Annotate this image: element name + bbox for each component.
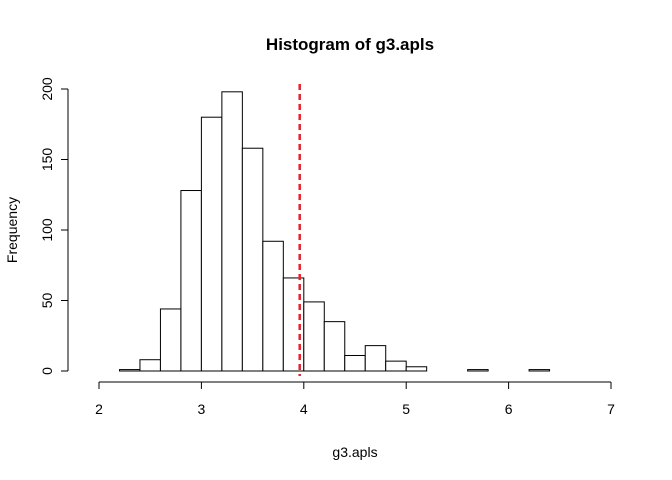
y-tick-label: 100 <box>39 218 55 242</box>
chart-title: Histogram of g3.apls <box>266 35 434 54</box>
histogram-bar <box>159 308 182 372</box>
histogram-bar <box>262 240 284 372</box>
histogram-bar <box>118 369 141 372</box>
histogram-bar <box>303 301 325 372</box>
x-tick-label: 5 <box>402 401 410 417</box>
histogram-bar <box>241 147 264 372</box>
histogram-bar <box>180 190 202 372</box>
y-axis: 0 50 100 150 200 <box>39 77 69 375</box>
y-tick-label: 200 <box>39 77 55 101</box>
x-tick-label: 7 <box>607 401 615 417</box>
y-tick-label: 50 <box>39 293 55 309</box>
histogram-bar <box>200 116 223 372</box>
histogram-bar <box>385 360 407 372</box>
x-axis: 2 3 4 5 6 7 <box>95 381 615 417</box>
histogram-bar <box>139 359 161 372</box>
y-tick-label: 0 <box>39 367 55 375</box>
x-tick-label: 3 <box>198 401 206 417</box>
y-tick-label: 150 <box>39 148 55 172</box>
histogram-bar <box>467 369 489 372</box>
x-axis-label: g3.apls <box>332 444 377 460</box>
histogram-bar <box>221 91 243 372</box>
histogram-bar <box>323 321 346 372</box>
histogram-bar <box>364 345 387 372</box>
bars-group <box>118 91 551 372</box>
histogram-bar <box>528 369 551 372</box>
y-axis-label: Frequency <box>4 197 20 263</box>
x-tick-label: 2 <box>95 401 103 417</box>
histogram-bar <box>405 366 428 372</box>
x-tick-label: 4 <box>300 401 308 417</box>
x-tick-label: 6 <box>505 401 513 417</box>
histogram-bar <box>344 354 366 372</box>
